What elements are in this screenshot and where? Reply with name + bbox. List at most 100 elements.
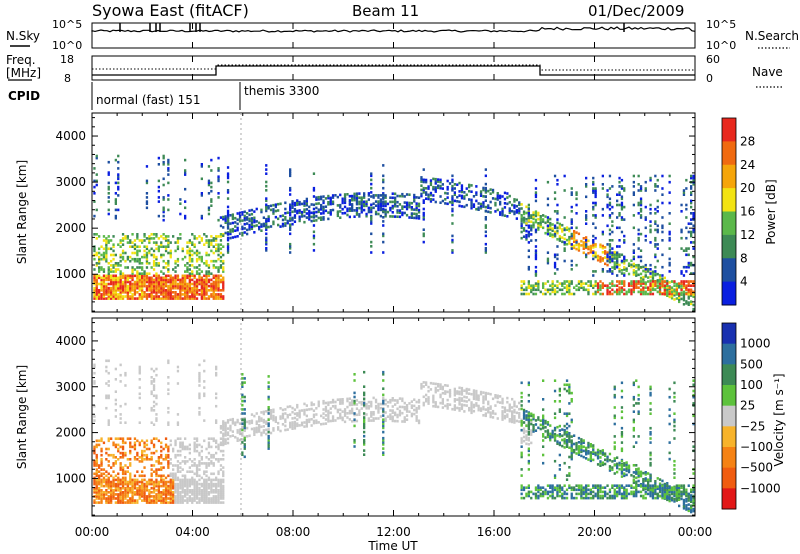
heatmap-cell xyxy=(222,253,225,257)
heatmap-cell xyxy=(181,480,184,484)
heatmap-cell xyxy=(460,391,464,394)
heatmap-cell xyxy=(145,280,149,284)
heatmap-cell xyxy=(668,230,671,234)
heatmap-cell xyxy=(642,290,645,294)
heatmap-cell xyxy=(405,203,409,207)
heatmap-cell xyxy=(203,262,206,265)
heatmap-cell xyxy=(298,211,301,214)
heatmap-cell xyxy=(250,225,254,228)
heatmap-cell xyxy=(246,216,249,219)
heatmap-cell xyxy=(329,202,332,206)
heatmap-cell xyxy=(637,286,640,289)
heatmap-cell xyxy=(169,249,172,253)
heatmap-cell xyxy=(439,186,442,190)
heatmap-cell xyxy=(181,447,184,451)
heatmap-cell xyxy=(401,405,404,409)
heatmap-cell xyxy=(303,204,306,207)
heatmap-cell xyxy=(145,202,149,205)
heatmap-cell xyxy=(95,445,98,449)
heatmap-cell xyxy=(176,382,180,385)
heatmap-cell xyxy=(312,419,316,423)
heatmap-cell xyxy=(544,221,547,225)
heatmap-cell xyxy=(661,230,664,234)
heatmap-cell xyxy=(367,407,370,410)
heatmap-cell xyxy=(179,493,182,496)
heatmap-cell xyxy=(119,373,122,377)
heatmap-cell xyxy=(281,218,285,222)
heatmap-cell xyxy=(143,486,146,490)
heatmap-cell xyxy=(656,210,659,213)
heatmap-cell xyxy=(133,280,137,284)
heatmap-cell xyxy=(370,404,373,408)
heatmap-cell xyxy=(620,253,624,257)
heatmap-cell xyxy=(658,282,662,285)
heatmap-cell xyxy=(164,491,168,494)
heatmap-cell xyxy=(260,419,263,422)
heatmap-cell xyxy=(532,221,535,225)
heatmap-cell xyxy=(117,295,120,298)
heatmap-cell xyxy=(413,404,416,408)
heatmap-cell xyxy=(618,267,621,271)
heatmap-cell xyxy=(212,259,215,263)
heatmap-cell xyxy=(527,232,530,236)
heatmap-cell xyxy=(105,243,108,246)
heatmap-cell xyxy=(174,297,177,300)
heatmap-cell xyxy=(162,297,165,300)
heatmap-cell xyxy=(501,418,504,421)
heatmap-cell xyxy=(129,464,132,467)
heatmap-cell xyxy=(384,194,387,197)
heatmap-cell xyxy=(262,431,265,434)
heatmap-cell xyxy=(184,478,187,482)
heatmap-cell xyxy=(129,241,132,244)
heatmap-cell xyxy=(267,428,270,431)
heatmap-cell xyxy=(107,472,110,476)
heatmap-cell xyxy=(663,280,666,283)
heatmap-cell xyxy=(666,284,669,287)
heatmap-cell xyxy=(148,489,151,492)
heatmap-cell xyxy=(203,369,206,373)
heatmap-cell xyxy=(157,262,160,265)
heatmap-cell xyxy=(305,199,308,203)
heatmap-cell xyxy=(224,421,227,425)
heatmap-cell xyxy=(348,194,351,198)
heatmap-cell xyxy=(632,226,635,230)
heatmap-cell xyxy=(527,265,530,269)
heatmap-cell xyxy=(129,474,132,478)
heatmap-cell xyxy=(184,495,187,498)
heatmap-cell xyxy=(434,405,437,408)
heatmap-cell xyxy=(549,217,552,221)
heatmap-cell xyxy=(408,201,411,205)
heatmap-cell xyxy=(437,405,440,409)
heatmap-cell xyxy=(188,489,191,492)
heatmap-cell xyxy=(520,280,523,283)
heatmap-cell xyxy=(267,408,270,411)
heatmap-cell xyxy=(670,288,674,292)
heatmap-cell xyxy=(613,252,616,256)
heatmap-cell xyxy=(121,491,125,494)
heatmap-cell xyxy=(167,280,170,284)
heatmap-cell xyxy=(186,291,189,294)
heatmap-cell xyxy=(200,214,203,218)
heatmap-cell xyxy=(477,396,480,399)
heatmap-cell xyxy=(226,247,230,250)
heatmap-cell xyxy=(107,270,110,273)
heatmap-cell xyxy=(131,495,134,498)
heatmap-cell xyxy=(601,268,604,271)
heatmap-cell xyxy=(317,404,320,408)
nsky-trace xyxy=(91,23,696,33)
heatmap-cell xyxy=(355,194,359,198)
heatmap-cell xyxy=(269,413,273,416)
heatmap-cell xyxy=(195,286,199,290)
heatmap-cell xyxy=(172,278,175,282)
heatmap-cell xyxy=(107,421,110,424)
heatmap-cell xyxy=(138,369,141,373)
heatmap-cell xyxy=(250,221,254,224)
heatmap-cell xyxy=(265,236,268,240)
heatmap-cell xyxy=(682,193,686,196)
heatmap-cell xyxy=(537,217,540,221)
heatmap-cell xyxy=(114,200,117,203)
heatmap-cell xyxy=(592,241,595,244)
heatmap-cell xyxy=(575,241,578,244)
heatmap-cell xyxy=(198,276,201,280)
heatmap-cell xyxy=(303,408,306,412)
